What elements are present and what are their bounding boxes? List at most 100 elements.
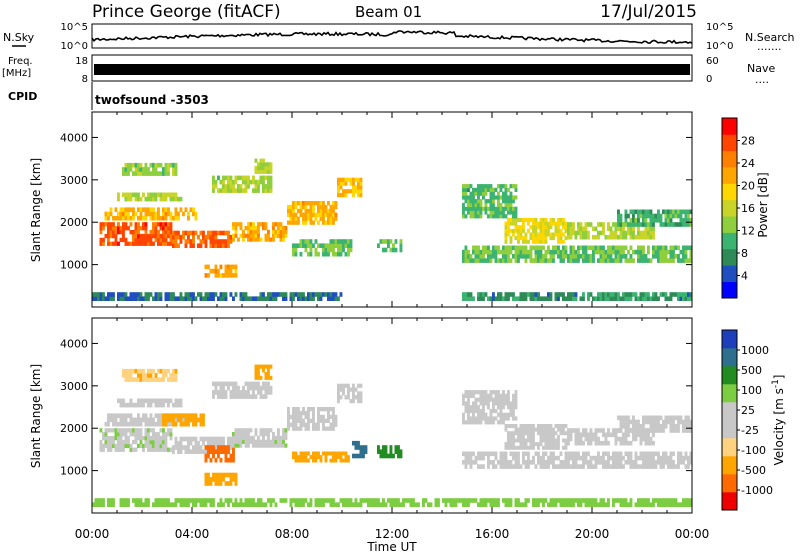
heatmap-cell-power-16 — [492, 214, 495, 219]
heatmap-cell-velocity-12 — [232, 472, 235, 478]
heatmap-cell-power-13 — [622, 245, 625, 251]
heatmap-cell-velocity-21 — [367, 502, 370, 507]
heatmap-cell-power-13 — [664, 245, 668, 251]
heatmap-cell-velocity-18 — [577, 440, 580, 446]
velocity-colorbar-swatch — [722, 492, 737, 511]
heatmap-cell-velocity-19 — [499, 408, 503, 414]
heatmap-cell-velocity-0 — [124, 436, 128, 441]
heatmap-cell-power-13 — [587, 254, 590, 259]
heatmap-cell-velocity-20 — [654, 428, 658, 433]
heatmap-cell-velocity-19 — [494, 408, 498, 414]
heatmap-cell-velocity-7 — [199, 417, 203, 423]
heatmap-cell-velocity-0 — [159, 447, 163, 452]
heatmap-cell-velocity-0 — [122, 439, 125, 445]
heatmap-cell-velocity-19 — [477, 390, 480, 395]
heatmap-cell-velocity-0 — [162, 432, 165, 437]
heatmap-cell-velocity-1 — [187, 449, 190, 454]
heatmap-cell-power-13 — [584, 258, 588, 263]
heatmap-cell-power-5 — [162, 211, 165, 217]
heatmap-cell-power-13 — [484, 245, 488, 251]
heatmap-cell-velocity-16 — [662, 464, 665, 469]
velocity-colorbar-tick-label: -25 — [741, 424, 759, 437]
heatmap-cell-velocity-7 — [172, 413, 175, 418]
heatmap-cell-velocity-16 — [649, 460, 653, 465]
heatmap-cell-power-13 — [602, 249, 605, 255]
heatmap-cell-power-3 — [302, 212, 305, 217]
heatmap-cell-power-12 — [379, 239, 383, 244]
x-tick-label: 20:00 — [575, 527, 610, 541]
heatmap-cell-power-13 — [627, 249, 630, 255]
heatmap-cell-power-3 — [332, 208, 335, 214]
heatmap-cell-power-3 — [294, 216, 298, 221]
heatmap-cell-velocity-16 — [684, 464, 688, 469]
heatmap-cell-power-3 — [327, 220, 330, 225]
heatmap-cell-velocity-8 — [119, 398, 123, 404]
heatmap-cell-power-7 — [134, 167, 138, 172]
heatmap-cell-velocity-16 — [479, 455, 483, 461]
heatmap-cell-velocity-20 — [642, 428, 645, 433]
heatmap-cell-power-8 — [269, 175, 273, 181]
heatmap-cell-power-19 — [264, 296, 268, 301]
heatmap-cell-power-3 — [309, 201, 313, 206]
heatmap-cell-velocity-1 — [212, 440, 215, 446]
heatmap-cell-velocity-16 — [594, 455, 598, 461]
heatmap-cell-velocity-17 — [504, 442, 508, 447]
velocity-colorbar-tick-label: 500 — [741, 364, 762, 377]
heatmap-cell-power-3 — [319, 212, 323, 217]
heatmap-cell-velocity-13 — [304, 451, 308, 456]
heatmap-cell-velocity-20 — [617, 428, 620, 433]
heatmap-cell-power-14 — [539, 232, 543, 237]
heatmap-cell-velocity-3 — [282, 435, 285, 440]
heatmap-cell-power-15 — [587, 230, 590, 236]
heatmap-cell-power-19 — [119, 292, 123, 297]
heatmap-cell-velocity-16 — [479, 464, 483, 469]
heatmap-cell-velocity-4 — [334, 414, 338, 420]
heatmap-cell-power-19 — [289, 296, 293, 301]
heatmap-cell-velocity-13 — [299, 458, 303, 463]
heatmap-cell-power-5 — [154, 211, 158, 217]
heatmap-cell-power-15 — [592, 226, 595, 232]
heatmap-cell-velocity-21 — [279, 498, 283, 503]
heatmap-cell-power-17 — [687, 222, 690, 227]
heatmap-cell-velocity-4 — [307, 422, 310, 427]
heatmap-cell-velocity-21 — [92, 502, 95, 507]
heatmap-cell-velocity-18 — [614, 428, 618, 433]
heatmap-cell-power-19 — [229, 292, 233, 297]
heatmap-cell-power-8 — [232, 179, 235, 185]
heatmap-cell-power-3 — [319, 216, 323, 221]
heatmap-cell-power-17 — [642, 213, 645, 219]
heatmap-cell-power-13 — [572, 245, 575, 251]
heatmap-cell-power-5 — [164, 207, 168, 212]
heatmap-cell-velocity-2 — [219, 445, 223, 450]
heatmap-cell-velocity-7 — [174, 421, 178, 427]
heatmap-cell-velocity-0 — [137, 432, 140, 437]
heatmap-cell-power-0 — [149, 230, 153, 235]
heatmap-cell-power-16 — [462, 206, 465, 211]
heatmap-cell-velocity-16 — [524, 464, 528, 469]
heatmap-cell-power-13 — [682, 249, 685, 255]
heatmap-cell-velocity-21 — [249, 498, 253, 503]
heatmap-cell-velocity-21 — [99, 502, 103, 507]
velocity-colorbar-frame — [721, 329, 738, 511]
heatmap-cell-velocity-21 — [564, 502, 568, 507]
heatmap-cell-velocity-3 — [259, 432, 263, 437]
heatmap-cell-velocity-19 — [512, 393, 515, 398]
heatmap-cell-velocity-21 — [497, 502, 500, 507]
heatmap-cell-velocity-16 — [512, 451, 515, 457]
heatmap-cell-power-13 — [592, 258, 595, 263]
heatmap-cell-power-10 — [227, 264, 230, 270]
heatmap-cell-velocity-18 — [602, 428, 605, 433]
heatmap-cell-power-4 — [357, 189, 360, 194]
heatmap-cell-power-16 — [507, 195, 510, 200]
heatmap-cell-power-17 — [649, 213, 653, 219]
heatmap-cell-velocity-20 — [649, 428, 653, 433]
heatmap-cell-power-13 — [554, 245, 558, 251]
heatmap-cell-power-16 — [507, 206, 510, 211]
heatmap-cell-velocity-9 — [147, 377, 150, 382]
heatmap-cell-power-8 — [254, 184, 258, 189]
heatmap-cell-velocity-12 — [209, 481, 213, 486]
heatmap-cell-power-2 — [277, 233, 280, 238]
heatmap-cell-velocity-17 — [532, 434, 535, 439]
heatmap-cell-velocity-4 — [307, 407, 310, 412]
heatmap-cell-velocity-0 — [159, 428, 163, 433]
